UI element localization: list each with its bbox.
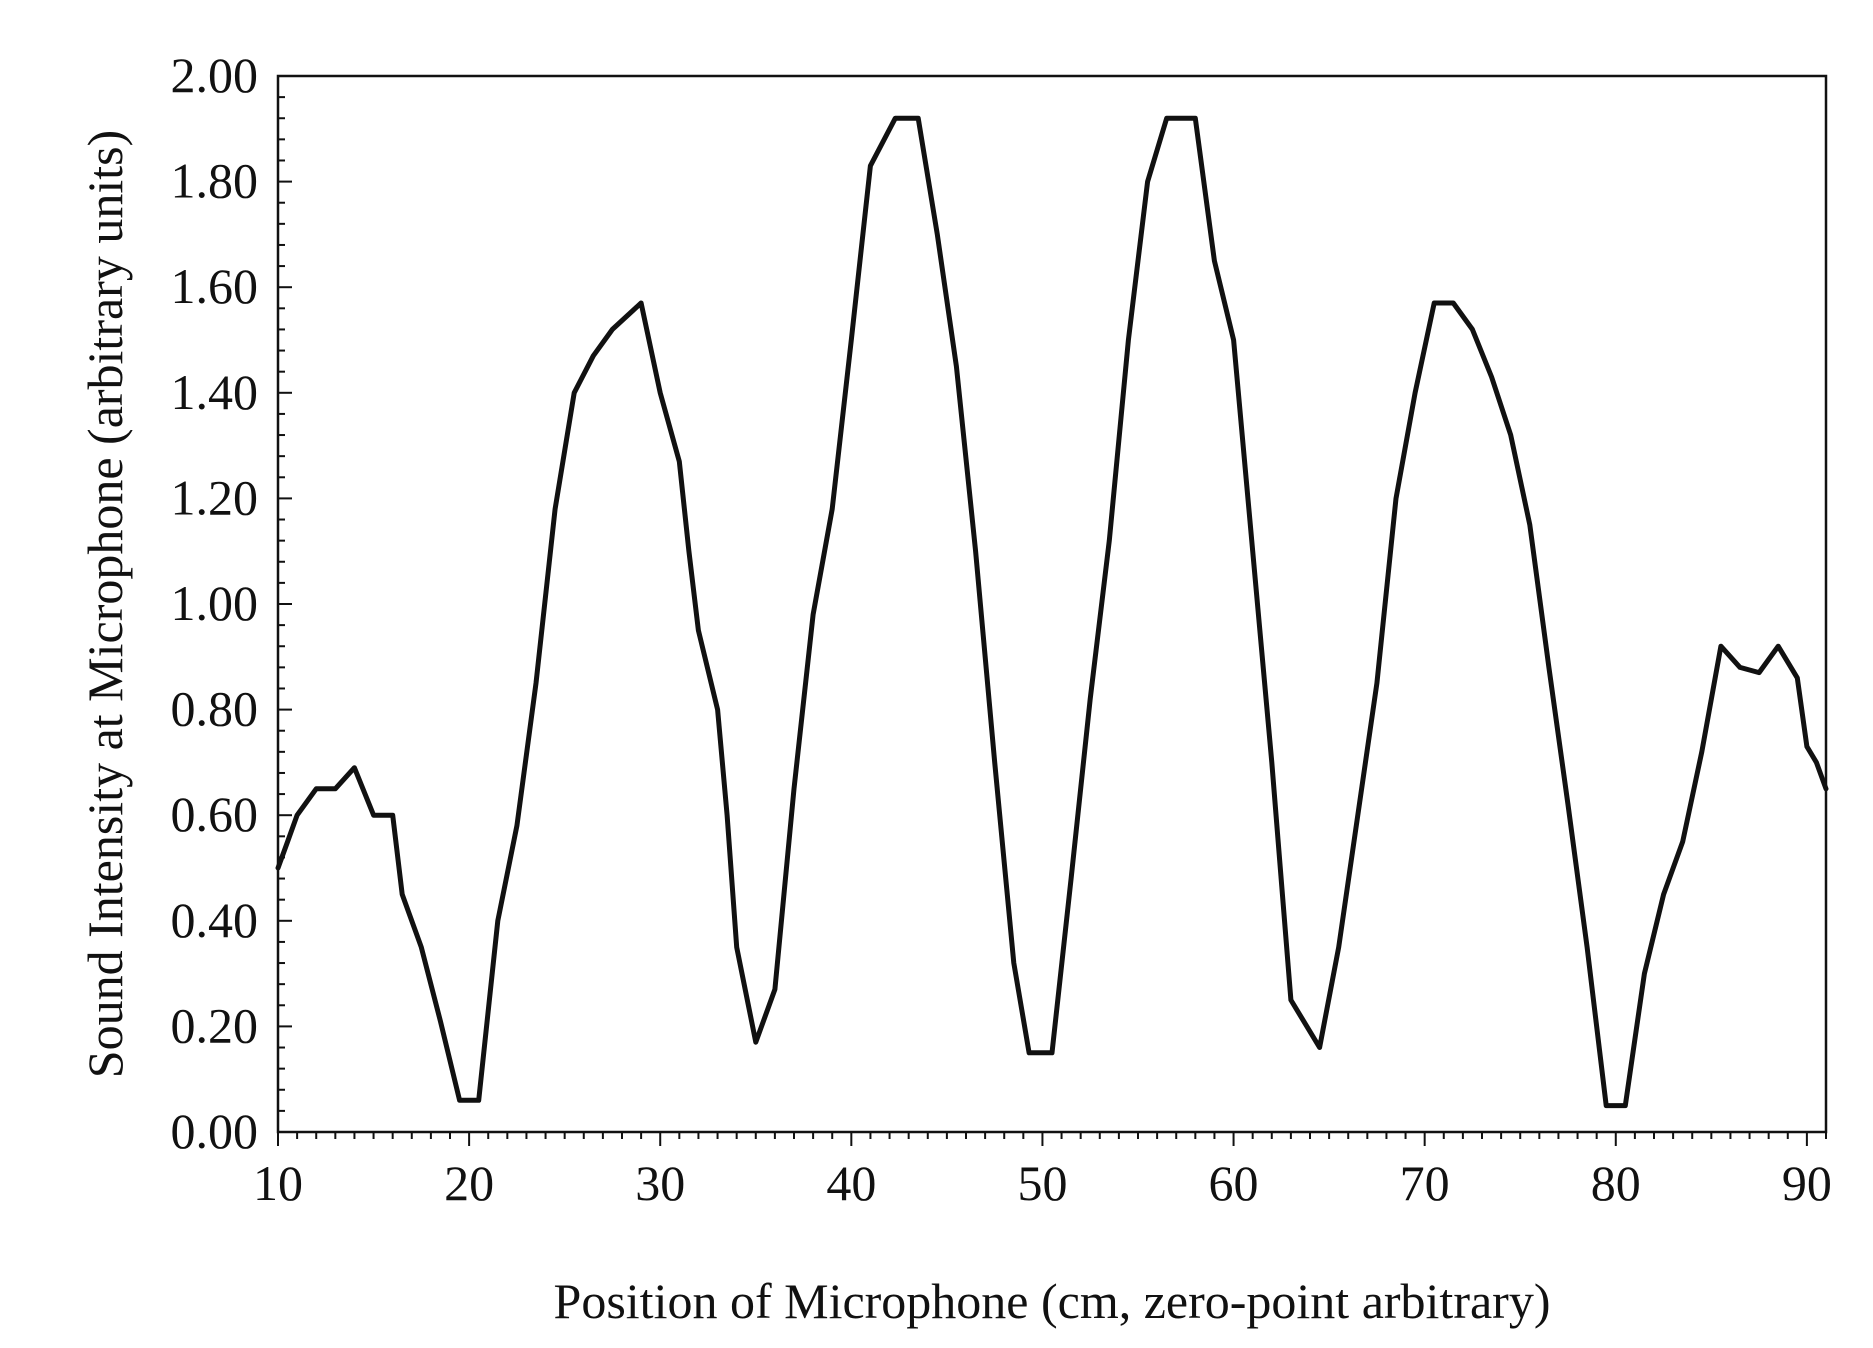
x-tick-label: 40 xyxy=(826,1155,876,1211)
y-tick-labels: 0.00 0.20 0.40 0.60 0.80 1.00 1.20 1.40 1.60 1.80… xyxy=(171,47,259,1159)
x-tick-label: 90 xyxy=(1782,1155,1832,1211)
x-tick-label: 80 xyxy=(1591,1155,1641,1211)
y-tick-label: 0.80 xyxy=(171,681,259,737)
x-tick-label: 50 xyxy=(1017,1155,1067,1211)
x-tick-label: 60 xyxy=(1209,1155,1259,1211)
y-tick-label: 1.80 xyxy=(171,153,259,209)
x-tick-label: 10 xyxy=(253,1155,303,1211)
y-tick-label: 2.00 xyxy=(171,47,259,103)
y-tick-label: 1.00 xyxy=(171,575,259,631)
intensity-line xyxy=(275,115,1829,1109)
y-axis-label: Sound Intensity at Microphone (arbitrary… xyxy=(77,130,133,1078)
y-tick-label: 0.00 xyxy=(171,1103,259,1159)
y-tick-label: 1.60 xyxy=(171,258,259,314)
x-tick-label: 30 xyxy=(635,1155,685,1211)
plot-frame xyxy=(276,74,1828,1134)
y-tick-label: 0.20 xyxy=(171,997,259,1053)
y-tick-label: 0.60 xyxy=(171,786,259,842)
x-tick-labels: 10 20 30 40 50 60 70 80 90 xyxy=(253,1155,1832,1211)
x-axis-label: Position of Microphone (cm, zero-point a… xyxy=(554,1273,1551,1329)
y-tick-label: 1.40 xyxy=(171,364,259,420)
y-tick-label: 0.40 xyxy=(171,892,259,948)
axis-ticks xyxy=(277,75,1827,1146)
y-tick-label: 1.20 xyxy=(171,469,259,525)
x-tick-label: 20 xyxy=(444,1155,494,1211)
x-tick-label: 70 xyxy=(1400,1155,1450,1211)
